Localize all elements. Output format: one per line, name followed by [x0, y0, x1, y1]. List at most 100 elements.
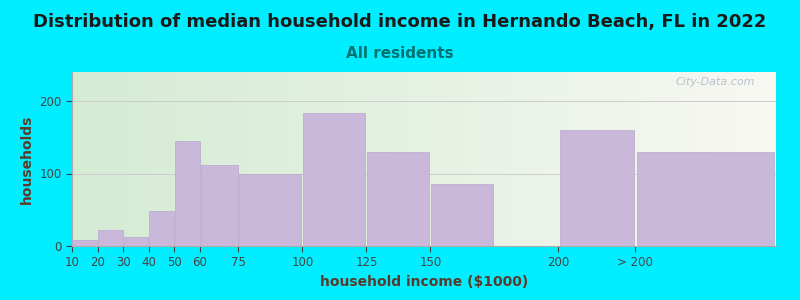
Bar — [762, 72, 766, 246]
Bar — [667, 72, 670, 246]
Bar — [239, 173, 302, 246]
Bar — [241, 72, 245, 246]
Bar — [554, 72, 558, 246]
Bar — [107, 72, 110, 246]
Bar — [558, 72, 562, 246]
Bar — [160, 72, 163, 246]
Bar — [269, 72, 273, 246]
Bar — [688, 72, 691, 246]
Bar — [484, 72, 487, 246]
Bar — [273, 72, 276, 246]
Bar — [663, 72, 667, 246]
Bar — [452, 72, 456, 246]
Bar — [424, 72, 427, 246]
Bar — [114, 72, 118, 246]
Bar — [559, 130, 634, 246]
Bar — [276, 72, 280, 246]
Bar — [477, 72, 480, 246]
Bar — [304, 72, 308, 246]
Bar — [755, 72, 758, 246]
Bar — [181, 72, 185, 246]
Bar — [248, 72, 251, 246]
Bar — [361, 72, 364, 246]
Bar — [245, 72, 248, 246]
Bar — [642, 72, 646, 246]
Bar — [744, 72, 748, 246]
Bar — [685, 72, 688, 246]
Bar — [303, 113, 366, 246]
Bar — [533, 72, 537, 246]
Bar — [329, 72, 333, 246]
Bar — [603, 72, 607, 246]
Bar — [544, 72, 547, 246]
Bar — [90, 72, 93, 246]
Bar — [286, 72, 290, 246]
Bar — [421, 72, 424, 246]
Bar — [445, 72, 449, 246]
Bar — [766, 72, 769, 246]
Bar — [610, 72, 614, 246]
Bar — [730, 72, 734, 246]
Bar — [374, 72, 378, 246]
Bar — [399, 72, 403, 246]
Bar — [290, 72, 294, 246]
Bar — [590, 72, 593, 246]
Bar — [210, 72, 213, 246]
Bar — [403, 72, 406, 246]
Bar — [470, 72, 474, 246]
Bar — [350, 72, 354, 246]
Bar — [139, 72, 142, 246]
Bar — [98, 230, 123, 246]
Bar — [167, 72, 170, 246]
Bar — [462, 72, 466, 246]
Bar — [93, 72, 97, 246]
Bar — [474, 72, 477, 246]
Bar — [188, 72, 192, 246]
Bar — [255, 72, 258, 246]
Bar — [650, 72, 653, 246]
Bar — [582, 72, 586, 246]
Bar — [414, 72, 417, 246]
Bar — [526, 72, 530, 246]
Bar — [628, 72, 632, 246]
Bar — [466, 72, 470, 246]
Bar — [638, 152, 774, 246]
Bar — [192, 72, 195, 246]
Bar — [367, 152, 430, 246]
Bar — [586, 72, 590, 246]
Bar — [343, 72, 346, 246]
Bar — [456, 72, 459, 246]
Bar — [79, 72, 82, 246]
Bar — [625, 72, 628, 246]
Bar — [123, 237, 149, 246]
Bar — [326, 72, 329, 246]
Bar — [751, 72, 755, 246]
Bar — [128, 72, 132, 246]
Bar — [118, 72, 122, 246]
Bar — [614, 72, 618, 246]
Bar — [185, 72, 188, 246]
Bar — [537, 72, 540, 246]
Bar — [726, 72, 730, 246]
Bar — [364, 72, 368, 246]
Bar — [550, 72, 554, 246]
Bar — [315, 72, 318, 246]
Bar — [406, 72, 410, 246]
Bar — [266, 72, 269, 246]
Bar — [198, 72, 202, 246]
Bar — [150, 72, 153, 246]
Bar — [498, 72, 502, 246]
Bar — [738, 72, 741, 246]
Bar — [318, 72, 322, 246]
Bar — [678, 72, 681, 246]
Bar — [174, 72, 178, 246]
Bar — [427, 72, 431, 246]
Bar — [82, 72, 86, 246]
Bar — [346, 72, 350, 246]
Bar — [308, 72, 311, 246]
Bar — [202, 72, 206, 246]
Bar — [216, 72, 220, 246]
Bar — [480, 72, 484, 246]
Bar — [600, 72, 603, 246]
Bar — [170, 72, 174, 246]
